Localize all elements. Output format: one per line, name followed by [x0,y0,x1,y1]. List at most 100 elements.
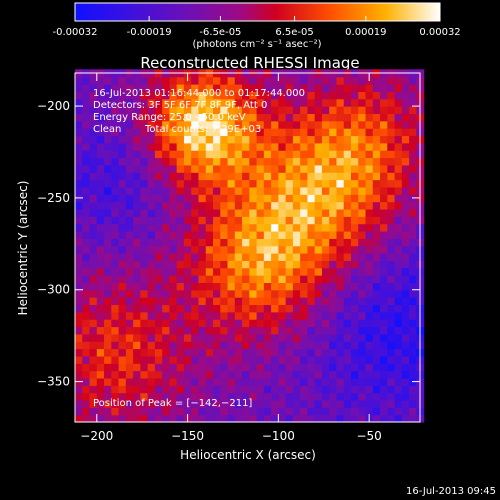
heatmap-cell [343,150,352,159]
heatmap-cell [358,319,367,328]
heatmap-cell [176,106,185,115]
heatmap-cell [336,326,345,335]
heatmap-cell [162,98,171,107]
heatmap-cell [147,208,156,217]
heatmap-cell [271,91,279,100]
heatmap-cell [125,311,134,320]
heatmap-cell [227,319,236,328]
heatmap-cell [292,223,301,232]
heatmap-cell [169,377,178,386]
heatmap-cell [234,194,243,203]
heatmap-cell [140,289,149,298]
heatmap-cell [249,157,258,166]
heatmap-cell [104,172,112,181]
heatmap-cell [387,282,396,291]
heatmap-cell [256,392,265,401]
heatmap-cell [336,399,345,408]
heatmap-cell [191,179,200,188]
heatmap-cell [104,392,112,401]
heatmap-cell [401,98,410,107]
heatmap-cell [118,348,127,357]
heatmap-cell [118,267,127,276]
heatmap-cell [111,370,120,379]
heatmap-cell [387,385,396,394]
heatmap-cell [234,230,243,239]
heatmap-cell [314,186,323,195]
heatmap-cell [394,260,403,269]
heatmap-cell [321,377,330,386]
heatmap-cell [256,311,265,320]
heatmap-cell [409,238,417,247]
heatmap-cell [176,194,185,203]
heatmap-cell [147,128,156,137]
heatmap-cell [343,289,352,298]
heatmap-cell [96,142,105,151]
heatmap-cell [242,297,250,306]
heatmap-cell [154,355,163,364]
heatmap-cell [82,407,91,416]
heatmap-cell [140,282,149,291]
heatmap-cell [387,348,396,357]
heatmap-cell [285,245,294,254]
heatmap-cell [321,341,330,350]
heatmap-cell [198,172,207,181]
heatmap-cell [256,289,265,298]
heatmap-cell [351,253,359,261]
heatmap-cell [227,289,236,298]
heatmap-cell [321,194,330,203]
heatmap-cell [162,135,171,144]
heatmap-cell [292,267,301,276]
heatmap-cell [336,98,345,107]
heatmap-cell [169,106,178,115]
heatmap-cell [133,179,141,188]
heatmap-cell [387,201,396,210]
heatmap-cell [394,253,403,261]
heatmap-cell [292,399,301,408]
heatmap-cell [358,128,367,137]
heatmap-cell [314,194,323,203]
heatmap-cell [133,106,141,115]
heatmap-cell [387,289,396,298]
colorbar-ticks: -0.00032 -0.00019 -6.5e-05 6.5e-05 0.00019 0.… [53,16,461,38]
heatmap-cell [358,407,367,416]
heatmap-cell [89,289,98,298]
heatmap-cell [394,106,403,115]
heatmap-cell [351,230,359,239]
heatmap-cell [125,91,134,100]
heatmap-cell [147,414,156,423]
heatmap-cell [183,223,192,232]
heatmap-cell [176,150,185,159]
heatmap-cell [242,267,250,276]
heatmap-cell [380,289,388,298]
heatmap-cell [307,370,316,379]
heatmap-cell [82,230,91,239]
heatmap-cell [140,253,149,261]
heatmap-cell [321,164,330,173]
heatmap-cell [191,260,200,269]
heatmap-cell [343,370,352,379]
heatmap-cell [176,414,185,423]
heatmap-cell [104,194,112,203]
heatmap-cell [111,253,120,261]
heatmap-cell [351,355,359,364]
heatmap-cell [300,238,309,247]
heatmap-cell [343,392,352,401]
heatmap-cell [314,407,323,416]
heatmap-cell [351,319,359,328]
heatmap-cell [213,311,221,320]
heatmap-cell [351,363,359,372]
heatmap-cell [278,260,287,269]
heatmap-cell [234,311,243,320]
heatmap-cell [285,106,294,115]
heatmap-cell [263,245,272,254]
heatmap-cell [300,128,309,137]
heatmap-cell [75,98,83,107]
heatmap-cell [89,91,98,100]
heatmap-cell [125,106,134,115]
heatmap-cell [329,399,338,408]
heatmap-cell [380,201,388,210]
heatmap-cell [380,319,388,328]
heatmap-cell [220,297,229,306]
heatmap-cell [351,289,359,298]
heatmap-cell [278,91,287,100]
